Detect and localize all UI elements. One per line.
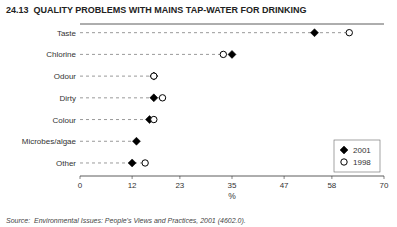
x-tick — [80, 176, 81, 179]
dot-diamond — [150, 94, 158, 102]
x-tick-label: 23 — [175, 181, 184, 190]
x-tick-label: 0 — [78, 181, 83, 190]
guide-line — [80, 32, 349, 33]
x-tick — [284, 176, 285, 179]
legend: 2001 1998 — [334, 140, 380, 172]
x-tick — [132, 176, 133, 179]
category-label: Colour — [52, 116, 76, 125]
category-label: Chlorine — [46, 50, 76, 59]
dot-circle — [346, 29, 352, 35]
category-label: Odour — [54, 72, 77, 81]
dot-circle — [151, 116, 157, 122]
chart: 24.13 QUALITY PROBLEMS WITH MAINS TAP-WA… — [0, 0, 397, 227]
x-tick-label: 47 — [280, 181, 289, 190]
guide-line — [80, 119, 154, 120]
legend-box — [334, 140, 380, 172]
category-label: Other — [56, 159, 76, 168]
dot-diamond — [311, 29, 319, 37]
dot-diamond — [128, 159, 136, 167]
source-note: Source: Environmental Issues: People's V… — [6, 217, 246, 225]
category-label: Microbes/algae — [22, 137, 77, 146]
dot-diamond — [228, 50, 236, 58]
dot-diamond — [150, 72, 158, 80]
x-tick-label: 70 — [380, 181, 389, 190]
x-axis-label: % — [228, 191, 236, 201]
dot-circle — [142, 160, 148, 166]
guide-line — [80, 76, 154, 77]
legend-marker — [340, 146, 348, 154]
dot-diamond — [132, 137, 140, 145]
frame-top — [80, 24, 384, 25]
x-tick-label: 12 — [128, 181, 137, 190]
category-label: Taste — [57, 29, 77, 38]
x-tick — [232, 176, 233, 179]
title: 24.13 QUALITY PROBLEMS WITH MAINS TAP-WA… — [6, 5, 307, 15]
plot-area — [80, 29, 352, 167]
dot-circle — [151, 73, 157, 79]
legend-marker — [341, 159, 347, 165]
category-label: Dirty — [60, 94, 76, 103]
guide-line — [80, 54, 232, 55]
x-tick-label: 35 — [228, 181, 237, 190]
x-tick-label: 58 — [327, 181, 336, 190]
guide-line — [80, 141, 136, 142]
legend-label: 2001 — [353, 146, 371, 155]
dot-circle — [159, 95, 165, 101]
legend-label: 1998 — [353, 158, 371, 167]
dot-circle — [220, 51, 226, 57]
x-tick — [384, 176, 385, 179]
x-tick — [179, 176, 180, 179]
x-tick — [331, 176, 332, 179]
